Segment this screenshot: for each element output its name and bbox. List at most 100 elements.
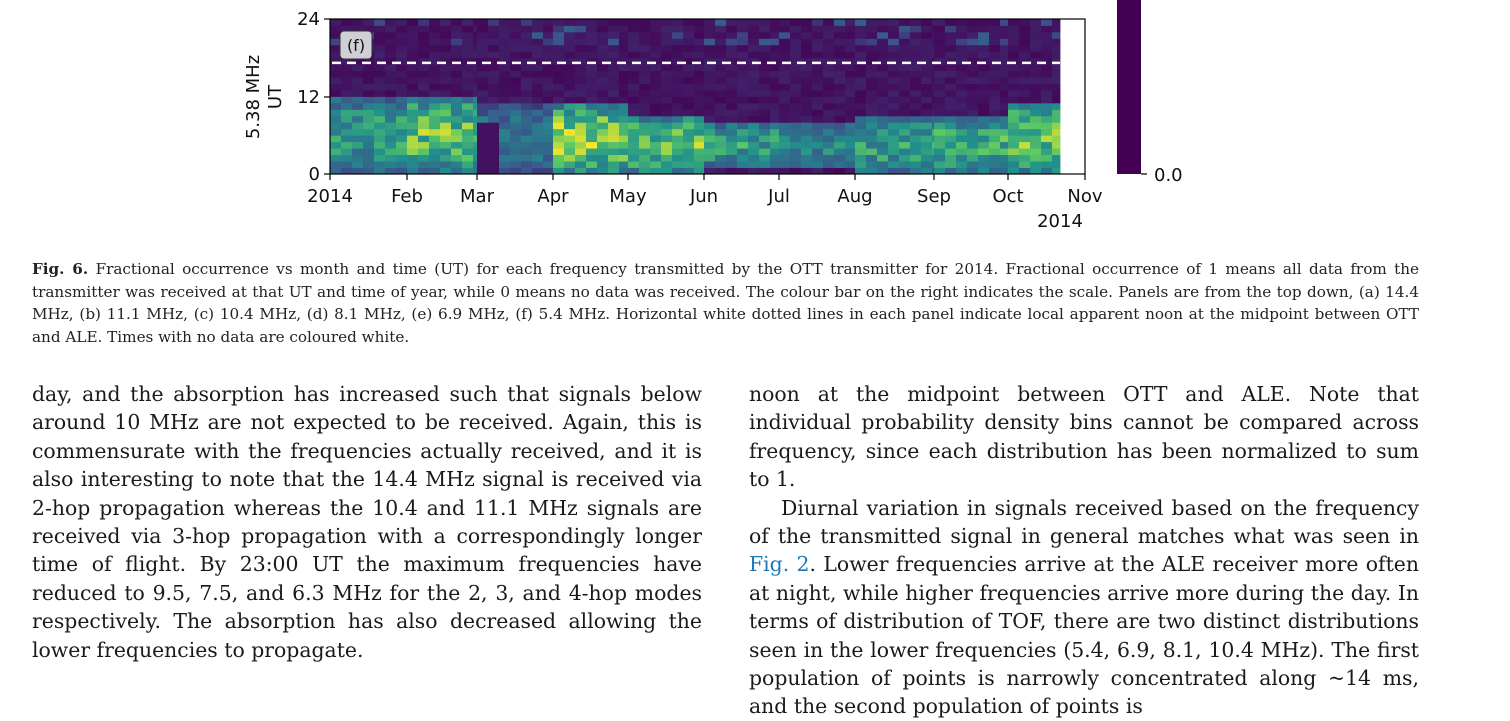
- heatmap-cell: [341, 154, 353, 162]
- heatmap-cell: [779, 51, 791, 59]
- heatmap-cell: [770, 154, 780, 162]
- heatmap-cell: [801, 122, 813, 130]
- heatmap-cell: [899, 90, 911, 97]
- fig-2-link[interactable]: Fig. 2: [749, 552, 810, 577]
- heatmap-cell: [650, 154, 662, 162]
- heatmap-cell: [564, 31, 576, 39]
- heatmap-cell: [418, 115, 430, 123]
- heatmap-cell: [1030, 70, 1042, 78]
- heatmap-cells: [330, 19, 1061, 175]
- heatmap-cell: [877, 77, 889, 84]
- heatmap-cell: [801, 90, 813, 97]
- heatmap-cell: [877, 19, 889, 26]
- heatmap-cell: [396, 167, 408, 175]
- heatmap-cell: [597, 96, 609, 104]
- heatmap-cell: [374, 70, 386, 78]
- heatmap-cell: [429, 25, 441, 33]
- heatmap-cell: [462, 44, 474, 52]
- heatmap-cell: [462, 96, 474, 104]
- heatmap-cell: [845, 102, 856, 110]
- heatmap-cell: [726, 19, 738, 26]
- heatmap-cell: [934, 115, 946, 123]
- y-axis-label-freq: 5.38 MHz: [243, 55, 264, 139]
- heatmap-cell: [1019, 96, 1031, 104]
- heatmap-cell: [790, 128, 802, 136]
- heatmap-cell: [899, 64, 911, 72]
- heatmap-cell: [978, 44, 990, 52]
- heatmap-cell: [363, 167, 375, 175]
- heatmap-cell: [385, 44, 397, 52]
- heatmap-cell: [989, 51, 1001, 59]
- heatmap-cell: [396, 141, 408, 149]
- heatmap-cell: [473, 64, 478, 72]
- heatmap-cell: [628, 135, 640, 143]
- heatmap-cell: [510, 167, 522, 175]
- heatmap-cell: [1030, 102, 1042, 110]
- heatmap-cell: [608, 51, 620, 59]
- heatmap-cell: [683, 51, 695, 59]
- heatmap-cell: [650, 31, 662, 39]
- heatmap-cell: [639, 154, 651, 162]
- heatmap-cell: [477, 77, 489, 84]
- heatmap-cell: [1008, 122, 1020, 130]
- heatmap-cell: [899, 77, 911, 84]
- heatmap-cell: [575, 102, 587, 110]
- heatmap-cell: [639, 148, 651, 156]
- heatmap-cell: [477, 38, 489, 46]
- heatmap-cell: [834, 96, 846, 104]
- heatmap-cell: [440, 77, 452, 84]
- heatmap-cell: [812, 167, 824, 175]
- heatmap-cell: [330, 122, 342, 130]
- heatmap-cell: [921, 44, 933, 52]
- heatmap-cell: [477, 135, 489, 143]
- heatmap-cell: [823, 96, 835, 104]
- heatmap-cell: [855, 148, 867, 156]
- heatmap-cell: [737, 38, 749, 46]
- heatmap-cell: [543, 38, 554, 46]
- heatmap-cell: [396, 31, 408, 39]
- heatmap-cell: [910, 70, 922, 78]
- heatmap-cell: [737, 154, 749, 162]
- heatmap-cell: [834, 83, 846, 91]
- heatmap-cell: [477, 44, 489, 52]
- heatmap-cell: [726, 161, 738, 168]
- heatmap-cell: [521, 141, 533, 149]
- heatmap-cell: [921, 135, 933, 143]
- heatmap-cell: [1008, 148, 1020, 156]
- heatmap-cell: [855, 51, 867, 59]
- heatmap-cell: [812, 141, 824, 149]
- heatmap-cell: [748, 141, 760, 149]
- heatmap-cell: [650, 161, 662, 168]
- heatmap-cell: [934, 128, 946, 136]
- heatmap-cell: [429, 96, 441, 104]
- heatmap-cell: [1041, 167, 1053, 175]
- heatmap-cell: [608, 109, 620, 117]
- heatmap-cell: [801, 25, 813, 33]
- heatmap-cell: [341, 64, 353, 72]
- heatmap-cell: [462, 38, 474, 46]
- heatmap-cell: [737, 141, 749, 149]
- heatmap-cell: [823, 115, 835, 123]
- heatmap-cell: [672, 148, 684, 156]
- heatmap-cell: [1008, 83, 1020, 91]
- heatmap-cell: [866, 19, 878, 26]
- heatmap-cell: [801, 96, 813, 104]
- heatmap-cell: [694, 102, 705, 110]
- heatmap-cell: [440, 128, 452, 136]
- heatmap-cell: [575, 135, 587, 143]
- heatmap-cell: [521, 51, 533, 59]
- heatmap-cell: [473, 102, 478, 110]
- heatmap-cell: [473, 19, 478, 26]
- heatmap-cell: [967, 57, 979, 65]
- heatmap-cell: [888, 77, 900, 84]
- heatmap-cell: [823, 122, 835, 130]
- heatmap-cell: [823, 141, 835, 149]
- heatmap-cell: [866, 135, 878, 143]
- heatmap-cell: [683, 57, 695, 65]
- heatmap-cell: [499, 51, 511, 59]
- heatmap-cell: [683, 25, 695, 33]
- heatmap-cell: [956, 109, 968, 117]
- heatmap-cell: [440, 57, 452, 65]
- heatmap-cell: [932, 51, 935, 59]
- heatmap-cell: [694, 51, 705, 59]
